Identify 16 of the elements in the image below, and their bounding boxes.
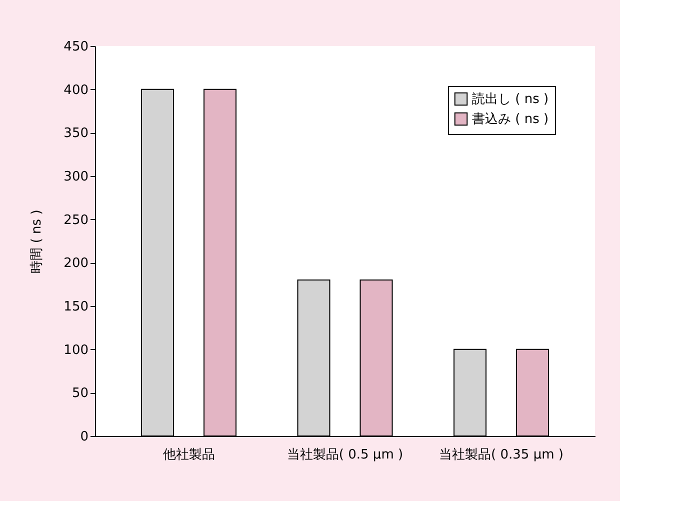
y-tick-label: 0 <box>80 430 88 444</box>
y-tick-label: 450 <box>64 40 88 54</box>
y-tick-label: 200 <box>64 256 88 272</box>
y-tick-label: 250 <box>64 212 88 228</box>
y-tick-label: 50 <box>72 386 88 402</box>
y-tick-label: 300 <box>64 170 88 184</box>
y-axis-title: 時間 ( ns ) <box>30 210 45 274</box>
y-tick-label: 400 <box>64 82 88 98</box>
y-tick-label: 350 <box>64 126 88 142</box>
y-tick-label: 150 <box>64 300 88 314</box>
y-tick-label: 100 <box>64 342 88 358</box>
x-tick-label: 当社製品( 0.35 μm ) <box>439 448 564 462</box>
x-tick-label: 当社製品( 0.5 μm ) <box>286 448 404 462</box>
legend-label: 書込み ( ns ) <box>472 112 549 127</box>
x-tick-label: 他社製品 <box>162 448 215 462</box>
legend-label: 読出し ( ns ) <box>472 92 549 107</box>
